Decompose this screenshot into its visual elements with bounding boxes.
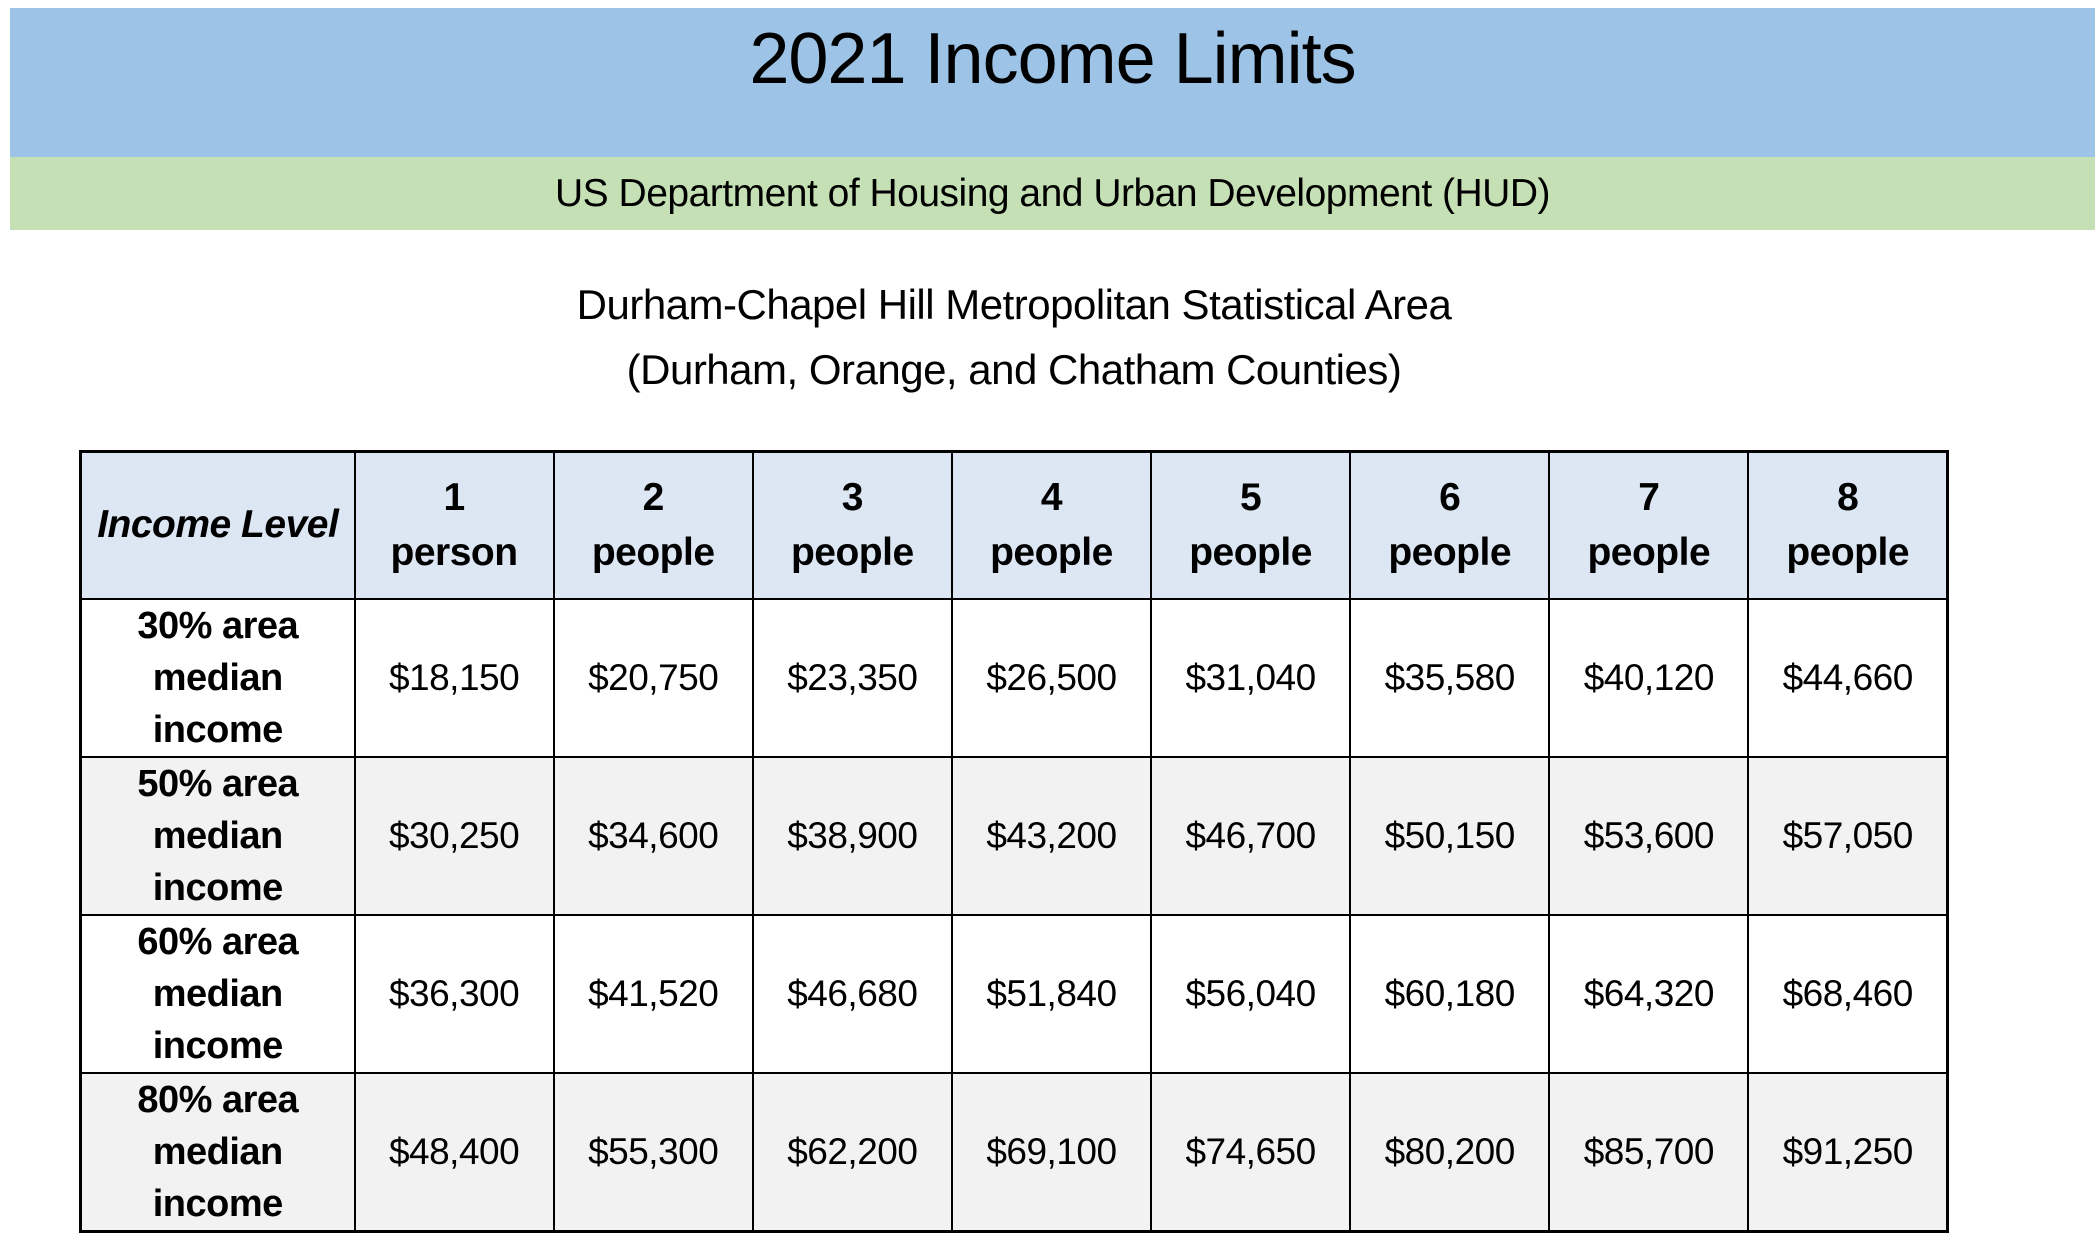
income-value: $36,300 xyxy=(353,913,555,1074)
row-label-30-percent: 30% area median income xyxy=(79,597,356,758)
header-3-people: 3 people xyxy=(751,450,953,600)
area-heading-line1: Durham-Chapel Hill Metropolitan Statisti… xyxy=(576,281,1452,328)
header-unit: person xyxy=(390,531,519,575)
income-value: $62,200 xyxy=(751,1071,953,1232)
income-value: $80,200 xyxy=(1349,1071,1551,1232)
header-count: 3 xyxy=(841,476,864,520)
income-value: $68,460 xyxy=(1747,913,1949,1074)
header-count: 1 xyxy=(443,476,465,520)
income-value: $35,580 xyxy=(1349,597,1551,758)
income-value: $74,650 xyxy=(1149,1071,1352,1232)
table-header-row: Income Level 1 person 2 people 3 people … xyxy=(79,450,1949,600)
header-count: 8 xyxy=(1837,476,1859,520)
header-unit: people xyxy=(591,531,715,575)
row-label-50-percent: 50% area median income xyxy=(79,755,356,916)
income-value: $91,250 xyxy=(1747,1071,1949,1232)
income-value: $53,600 xyxy=(1548,755,1750,916)
income-value: $44,660 xyxy=(1747,597,1949,758)
header-4-people: 4 people xyxy=(950,450,1153,600)
header-5-people: 5 people xyxy=(1149,450,1352,600)
income-value: $69,100 xyxy=(950,1071,1153,1232)
income-value: $46,700 xyxy=(1149,755,1352,916)
area-heading: Durham-Chapel Hill Metropolitan Statisti… xyxy=(79,272,1949,402)
income-value: $30,250 xyxy=(353,755,555,916)
row-30-percent-ami: 30% area median income $18,150 $20,750 $… xyxy=(79,597,1949,758)
header-count: 5 xyxy=(1239,476,1262,520)
income-value: $48,400 xyxy=(353,1071,555,1232)
header-unit: people xyxy=(990,531,1113,575)
income-value: $38,900 xyxy=(751,755,953,916)
header-unit: people xyxy=(1388,531,1512,575)
header-2-people: 2 people xyxy=(552,450,754,600)
title-banner: 2021 Income Limits xyxy=(10,8,2095,157)
income-value: $56,040 xyxy=(1149,913,1352,1074)
income-value: $60,180 xyxy=(1349,913,1551,1074)
income-value: $64,320 xyxy=(1548,913,1750,1074)
income-value: $26,500 xyxy=(950,597,1153,758)
header-7-people: 7 people xyxy=(1548,450,1750,600)
income-value: $23,350 xyxy=(751,597,953,758)
income-value: $50,150 xyxy=(1349,755,1551,916)
income-value: $41,520 xyxy=(552,913,754,1074)
area-heading-line2: (Durham, Orange, and Chatham Counties) xyxy=(626,346,1402,393)
header-8-people: 8 people xyxy=(1747,450,1949,600)
income-value: $57,050 xyxy=(1747,755,1949,916)
row-60-percent-ami: 60% area median income $36,300 $41,520 $… xyxy=(79,913,1949,1074)
header-count: 2 xyxy=(642,476,665,520)
header-unit: people xyxy=(1786,531,1910,575)
row-label-80-percent: 80% area median income xyxy=(79,1071,356,1232)
income-value: $18,150 xyxy=(353,597,555,758)
department-subtitle: US Department of Housing and Urban Devel… xyxy=(555,171,1550,215)
income-value: $55,300 xyxy=(552,1071,754,1232)
row-50-percent-ami: 50% area median income $30,250 $34,600 $… xyxy=(79,755,1949,916)
header-count: 4 xyxy=(1040,476,1063,520)
header-unit: people xyxy=(1189,531,1312,575)
income-value: $43,200 xyxy=(950,755,1153,916)
header-6-people: 6 people xyxy=(1349,450,1551,600)
header-count: 7 xyxy=(1638,476,1660,520)
income-value: $85,700 xyxy=(1548,1071,1750,1232)
header-count: 6 xyxy=(1439,476,1461,520)
income-value: $40,120 xyxy=(1548,597,1750,758)
income-value: $51,840 xyxy=(950,913,1153,1074)
department-banner: US Department of Housing and Urban Devel… xyxy=(10,157,2095,230)
income-value: $34,600 xyxy=(552,755,754,916)
income-level-header: Income Level xyxy=(79,450,356,600)
header-1-person: 1 person xyxy=(353,450,555,600)
header-unit: people xyxy=(790,531,914,575)
income-value: $46,680 xyxy=(751,913,953,1074)
header-unit: people xyxy=(1587,531,1711,575)
income-value: $20,750 xyxy=(552,597,754,758)
page-title: 2021 Income Limits xyxy=(749,18,1356,99)
income-value: $31,040 xyxy=(1149,597,1352,758)
row-80-percent-ami: 80% area median income $48,400 $55,300 $… xyxy=(79,1071,1949,1232)
row-label-60-percent: 60% area median income xyxy=(79,913,356,1074)
income-limits-table: Income Level 1 person 2 people 3 people … xyxy=(79,450,1949,1233)
